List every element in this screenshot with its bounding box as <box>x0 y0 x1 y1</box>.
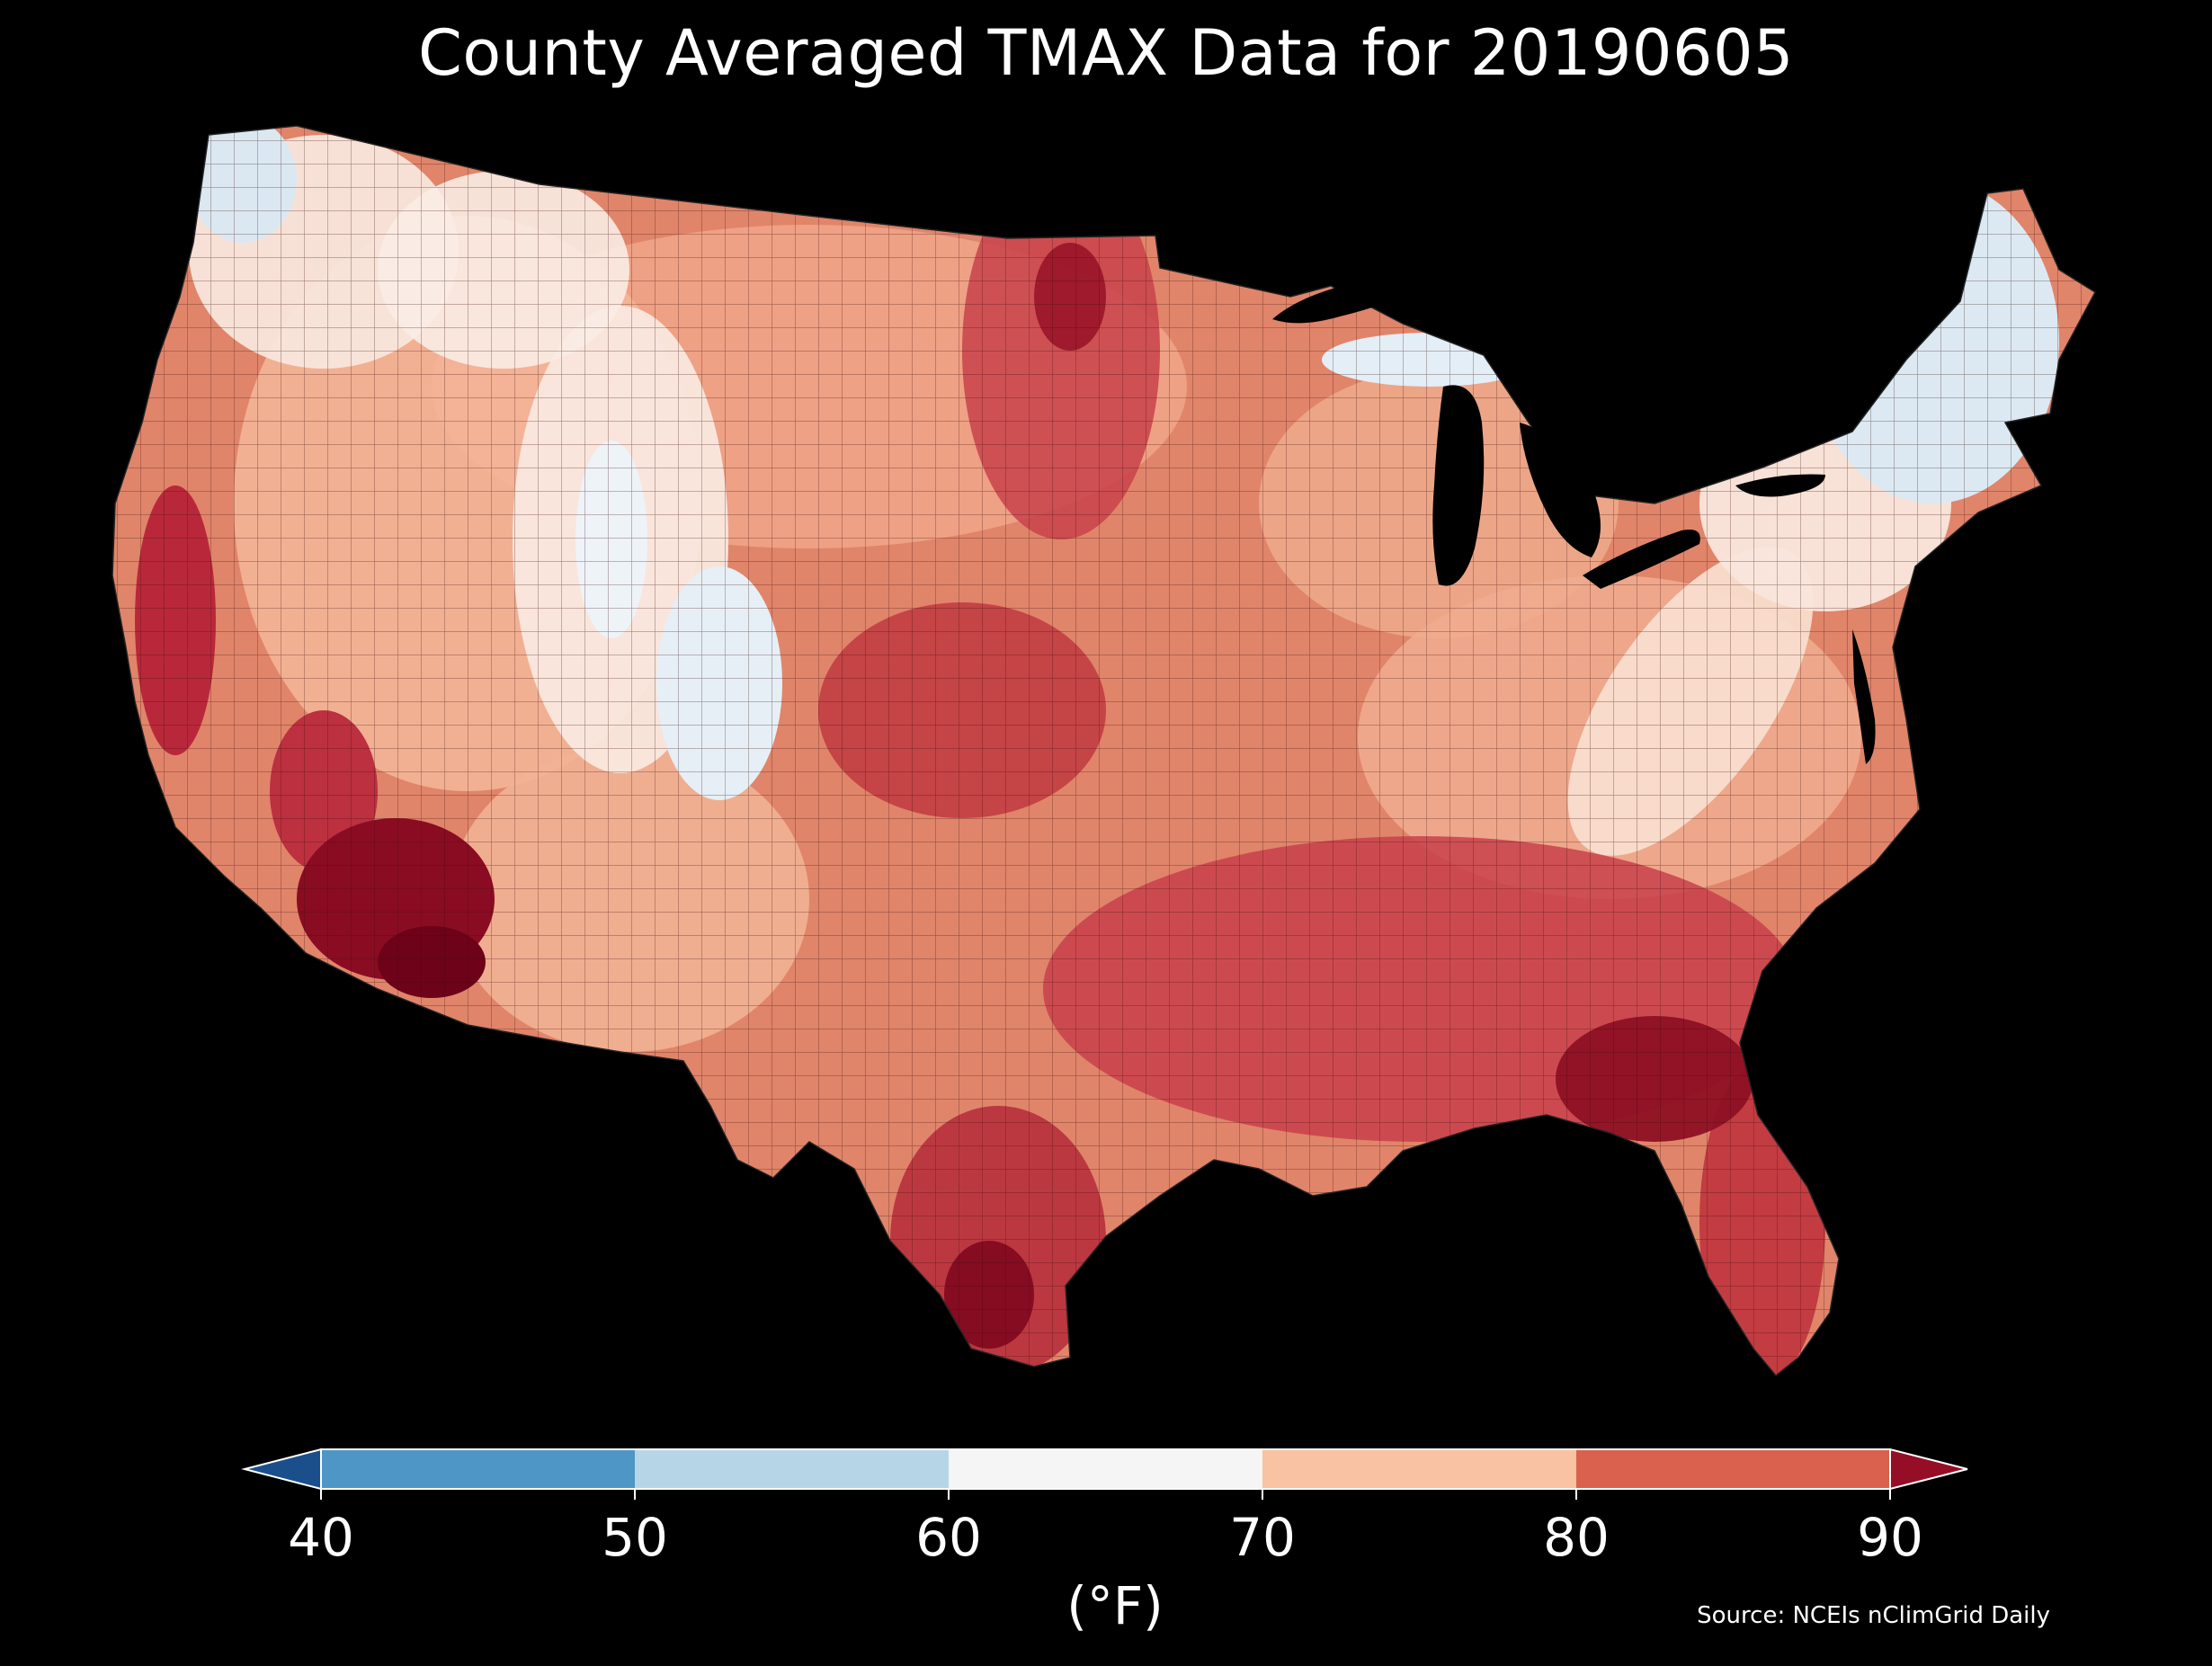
colorbar-frame <box>320 1448 1891 1490</box>
colorbar-extend-low <box>241 1448 322 1491</box>
colorbar-tick-label: 80 <box>1543 1507 1610 1568</box>
great-lakes <box>1272 278 1876 764</box>
lake-michigan <box>1432 385 1485 586</box>
colorbar-tick-label: 60 <box>915 1507 982 1568</box>
lake-superior <box>1272 278 1416 324</box>
colorbar <box>241 1448 1968 1500</box>
colorbar-bin <box>321 1449 635 1489</box>
colorbar-tick-label: 90 <box>1857 1507 1923 1568</box>
lake-huron <box>1520 423 1601 557</box>
colorbar-bin <box>635 1449 949 1489</box>
colorbar-unit-label: (°F) <box>1066 1575 1164 1636</box>
us-outline <box>111 125 2096 1377</box>
colorbar-bin <box>1262 1449 1576 1489</box>
map-title: County Averaged TMAX Data for 20190605 <box>417 16 1795 90</box>
lake-ontario <box>1735 474 1825 497</box>
colorbar-bin <box>1576 1449 1890 1489</box>
colorbar-tick-label: 50 <box>602 1507 668 1568</box>
colorbar-bin <box>949 1449 1262 1489</box>
source-note: Source: NCEIs nClimGrid Daily <box>1697 1602 2050 1629</box>
colorbar-tick-label: 40 <box>288 1507 354 1568</box>
colorbar-tick-label: 70 <box>1229 1507 1296 1568</box>
chesapeake-bay <box>1852 629 1876 764</box>
lake-erie <box>1583 530 1700 589</box>
colorbar-extend-high <box>1889 1448 1968 1491</box>
